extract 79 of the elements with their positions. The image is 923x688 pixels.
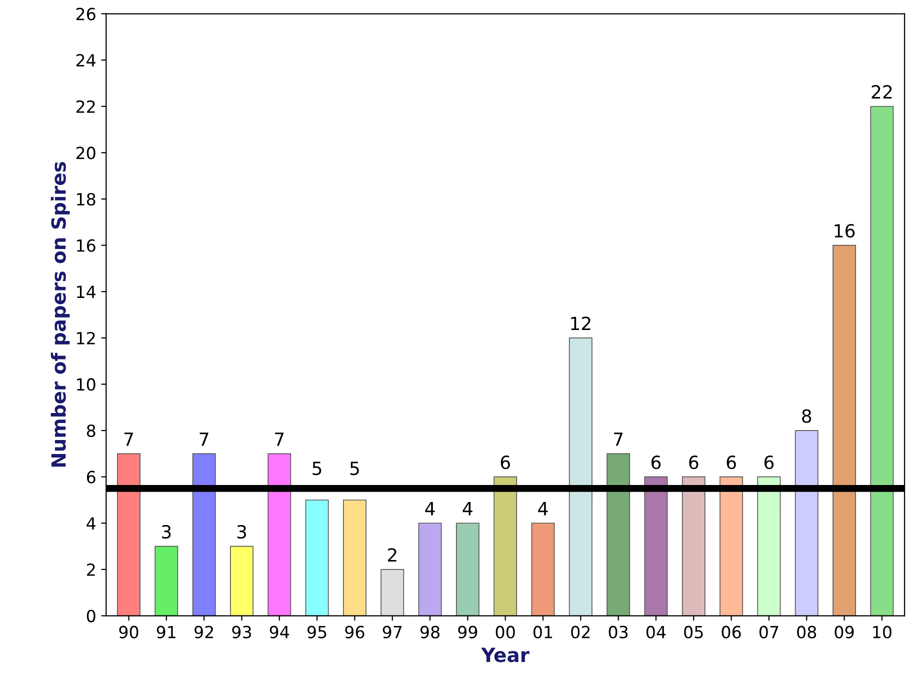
data-label: 8 — [802, 409, 812, 423]
y-tick-label: 24 — [76, 54, 96, 66]
x-tick-label: 91 — [156, 626, 176, 638]
data-label: 6 — [764, 456, 774, 470]
x-tick-label: 10 — [873, 626, 892, 638]
bar — [682, 476, 706, 616]
data-label: 7 — [200, 432, 208, 446]
bar — [154, 546, 178, 616]
y-tick-label: 6 — [86, 470, 96, 484]
x-tick-label: 05 — [684, 626, 703, 638]
x-tick-label: 97 — [382, 626, 402, 638]
x-tick-label: 95 — [307, 626, 326, 638]
x-tick-label: 96 — [345, 626, 364, 638]
data-label: 5 — [312, 462, 322, 476]
y-tick-label: 10 — [77, 378, 96, 391]
bar — [230, 546, 254, 616]
bar — [380, 569, 404, 616]
y-tick-label: 16 — [77, 239, 96, 252]
x-tick-label: 00 — [496, 626, 515, 638]
x-tick-label: 93 — [232, 626, 251, 638]
x-tick-label: 07 — [759, 626, 778, 638]
x-tick-label: 99 — [458, 626, 478, 638]
data-label: 6 — [726, 456, 736, 470]
data-label: 16 — [834, 224, 855, 238]
bar — [832, 244, 856, 616]
y-tick-label: 2 — [87, 563, 95, 576]
data-label: 7 — [275, 432, 284, 446]
x-tick-label: 08 — [797, 626, 816, 638]
bar — [794, 430, 818, 616]
bar — [305, 500, 329, 616]
y-tick-label: 14 — [77, 286, 96, 298]
y-axis-title: Number of papers on Spires — [50, 162, 70, 467]
x-tick-label: 04 — [646, 626, 666, 638]
data-label: 6 — [652, 456, 661, 470]
bar — [720, 476, 744, 616]
y-tick-label: 4 — [86, 517, 96, 530]
y-tick-label: 18 — [77, 192, 96, 206]
data-label: 3 — [237, 524, 246, 539]
bar — [342, 500, 366, 616]
x-axis-title: Year — [481, 648, 530, 662]
data-label: 4 — [462, 502, 472, 516]
x-tick-label: 06 — [722, 626, 741, 638]
data-label: 6 — [689, 456, 698, 470]
data-label: 12 — [571, 316, 590, 330]
bar — [870, 106, 894, 616]
bar — [757, 476, 781, 616]
bar — [531, 522, 555, 616]
data-label: 7 — [614, 432, 623, 446]
bar — [456, 522, 480, 616]
data-label: 7 — [124, 432, 133, 446]
y-tick-label: 26 — [76, 8, 96, 20]
x-tick-label: 01 — [533, 626, 552, 638]
y-tick-label: 0 — [86, 610, 96, 622]
bar — [494, 476, 518, 616]
x-tick-label: 09 — [834, 626, 854, 638]
data-label: 3 — [162, 524, 171, 539]
x-tick-label: 98 — [420, 626, 440, 638]
data-label: 22 — [872, 85, 892, 98]
data-label: 4 — [425, 502, 435, 516]
bar — [418, 522, 442, 616]
data-label: 4 — [538, 502, 548, 516]
bar — [606, 453, 630, 616]
bar — [268, 453, 292, 616]
y-tick-label: 12 — [77, 332, 95, 344]
x-tick-label: 92 — [194, 626, 213, 638]
x-tick-label: 90 — [119, 626, 138, 638]
data-label: 2 — [388, 548, 396, 562]
x-tick-label: 02 — [571, 626, 590, 638]
x-tick-label: 03 — [608, 626, 628, 638]
bar — [192, 453, 216, 616]
bar — [117, 453, 140, 616]
data-label: 6 — [500, 456, 510, 470]
bar — [568, 337, 592, 616]
data-label: 5 — [350, 462, 359, 476]
y-tick-label: 8 — [86, 424, 96, 438]
x-tick-label: 94 — [270, 626, 290, 638]
y-tick-label: 22 — [76, 100, 95, 113]
bar — [644, 476, 668, 616]
y-tick-label: 20 — [76, 146, 96, 160]
